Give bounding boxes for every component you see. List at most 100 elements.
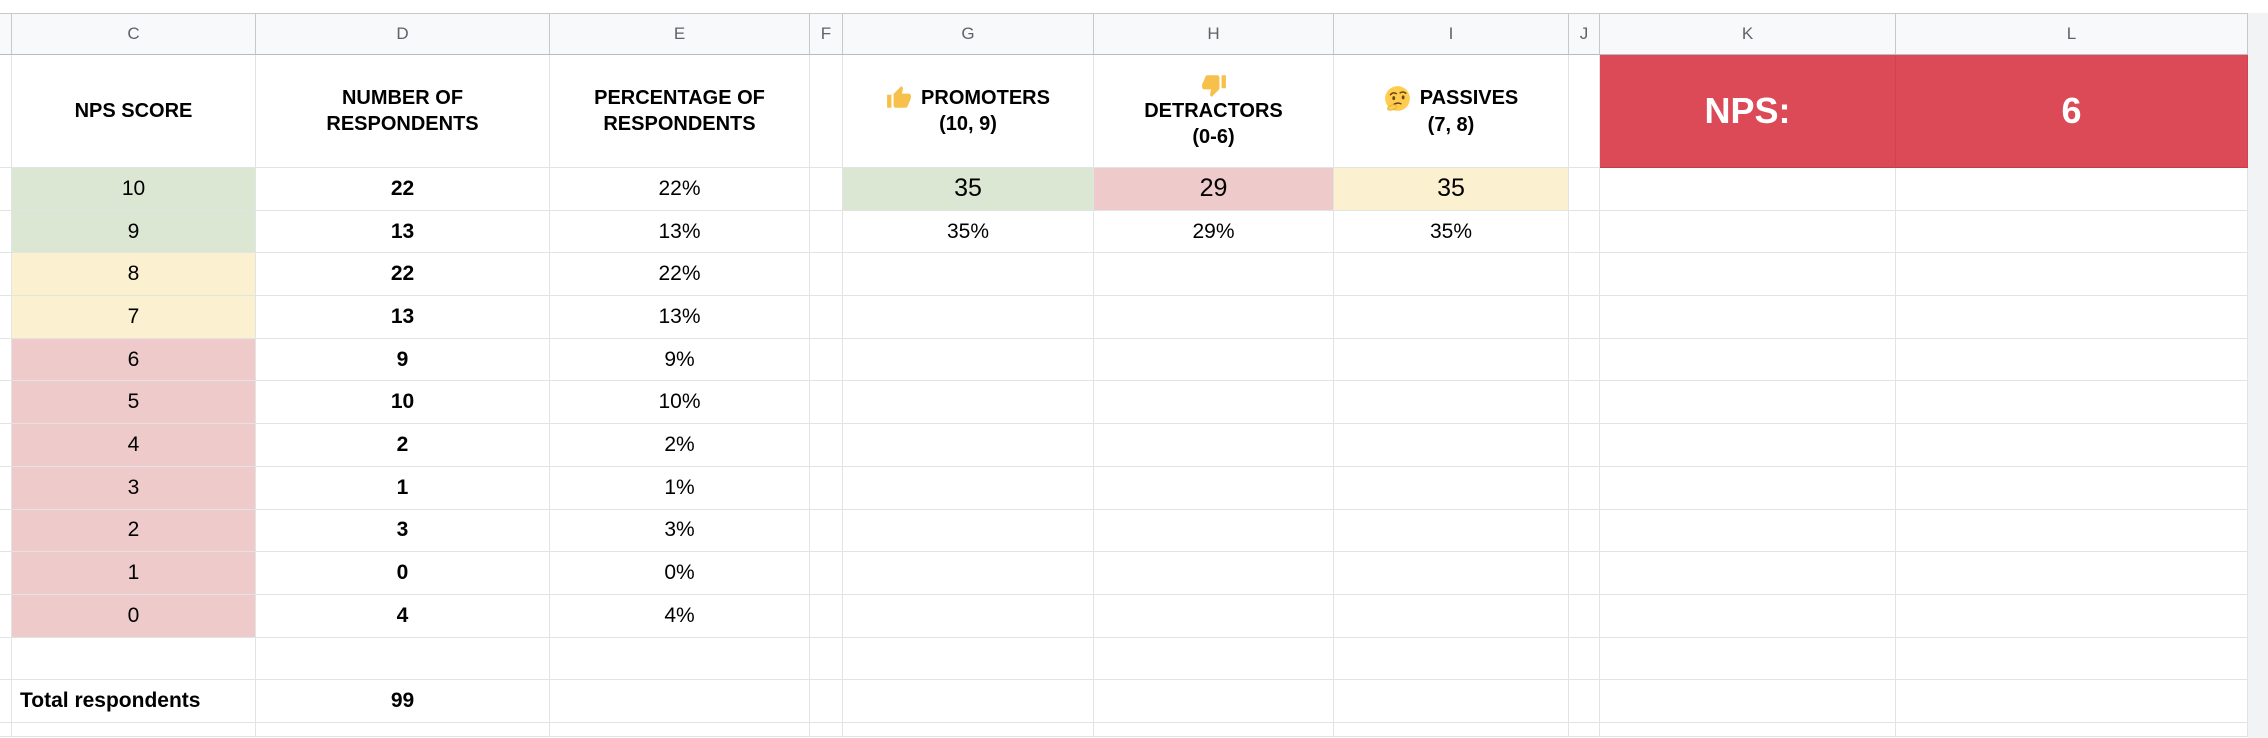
empty-cell[interactable] <box>810 338 843 382</box>
empty-cell[interactable] <box>843 594 1094 638</box>
score-cell[interactable]: 1 <box>12 552 256 595</box>
empty-cell[interactable] <box>810 509 843 553</box>
empty-cell[interactable] <box>12 637 256 681</box>
empty-cell[interactable] <box>1600 296 1896 339</box>
header-passives[interactable]: PASSIVES (7, 8) <box>1334 55 1569 168</box>
pct-cell[interactable]: 1% <box>550 466 810 510</box>
empty-cell[interactable] <box>810 381 843 425</box>
empty-cell[interactable] <box>1600 680 1896 723</box>
pct-cell[interactable]: 22% <box>550 168 810 211</box>
empty-cell[interactable] <box>1569 210 1600 254</box>
score-cell[interactable]: 6 <box>12 338 256 382</box>
promoters-count-cell[interactable]: 35 <box>843 168 1094 211</box>
empty-cell[interactable] <box>1600 168 1896 211</box>
empty-cell[interactable] <box>1896 296 2248 339</box>
empty-cell[interactable] <box>1896 424 2248 467</box>
empty-cell[interactable] <box>843 466 1094 510</box>
total-label-cell[interactable]: Total respondents <box>12 680 256 723</box>
empty-cell[interactable] <box>843 722 1094 737</box>
empty-cell[interactable] <box>1334 296 1569 339</box>
empty-cell[interactable] <box>1600 466 1896 510</box>
empty-cell[interactable] <box>1334 722 1569 737</box>
empty-cell[interactable] <box>810 168 843 211</box>
empty-cell[interactable] <box>1569 381 1600 425</box>
empty-cell[interactable] <box>1896 466 2248 510</box>
pct-cell[interactable]: 4% <box>550 594 810 638</box>
empty-cell[interactable] <box>0 637 12 681</box>
empty-cell[interactable] <box>1334 637 1569 681</box>
score-cell[interactable]: 3 <box>12 466 256 510</box>
pct-cell[interactable]: 3% <box>550 509 810 553</box>
empty-cell[interactable] <box>810 680 843 723</box>
empty-cell[interactable] <box>1094 722 1334 737</box>
empty-cell[interactable] <box>1334 552 1569 595</box>
score-cell[interactable]: 7 <box>12 296 256 339</box>
count-cell[interactable]: 1 <box>256 466 550 510</box>
empty-cell[interactable] <box>0 552 12 595</box>
empty-cell[interactable] <box>0 680 12 723</box>
empty-cell[interactable] <box>256 637 550 681</box>
empty-cell[interactable] <box>810 296 843 339</box>
empty-cell[interactable] <box>1600 594 1896 638</box>
empty-cell[interactable] <box>0 338 12 382</box>
empty-cell[interactable] <box>1569 338 1600 382</box>
pct-cell[interactable]: 10% <box>550 381 810 425</box>
empty-cell[interactable] <box>1569 168 1600 211</box>
empty-cell[interactable] <box>1569 722 1600 737</box>
empty-cell[interactable] <box>1334 253 1569 297</box>
pct-cell[interactable]: 13% <box>550 210 810 254</box>
empty-cell[interactable] <box>0 168 12 211</box>
empty-cell[interactable] <box>843 296 1094 339</box>
empty-cell[interactable] <box>843 680 1094 723</box>
column-header-E[interactable]: E <box>550 13 810 55</box>
count-cell[interactable]: 13 <box>256 210 550 254</box>
empty-cell[interactable] <box>810 637 843 681</box>
empty-cell[interactable] <box>1600 381 1896 425</box>
header-promoters[interactable]: PROMOTERS (10, 9) <box>843 55 1094 168</box>
empty-cell[interactable] <box>1094 594 1334 638</box>
empty-cell[interactable] <box>810 210 843 254</box>
empty-cell[interactable] <box>1094 637 1334 681</box>
nps-value-cell[interactable]: 6 <box>1896 55 2248 168</box>
empty-cell[interactable] <box>1896 381 2248 425</box>
count-cell[interactable]: 22 <box>256 168 550 211</box>
empty-cell[interactable] <box>1334 594 1569 638</box>
empty-cell[interactable] <box>1334 424 1569 467</box>
empty-cell[interactable] <box>810 466 843 510</box>
column-header-I[interactable]: I <box>1334 13 1569 55</box>
column-header-C[interactable]: C <box>12 13 256 55</box>
empty-cell[interactable] <box>1334 680 1569 723</box>
pct-cell[interactable]: 22% <box>550 253 810 297</box>
empty-cell[interactable] <box>0 594 12 638</box>
empty-cell[interactable] <box>0 253 12 297</box>
empty-cell[interactable] <box>1896 338 2248 382</box>
empty-cell[interactable] <box>1094 424 1334 467</box>
empty-cell[interactable] <box>1334 509 1569 553</box>
empty-cell[interactable] <box>1094 552 1334 595</box>
empty-cell[interactable] <box>1600 338 1896 382</box>
score-cell[interactable]: 2 <box>12 509 256 553</box>
empty-cell[interactable] <box>1896 594 2248 638</box>
empty-cell[interactable] <box>1094 296 1334 339</box>
pct-cell[interactable]: 2% <box>550 424 810 467</box>
empty-cell[interactable] <box>1094 509 1334 553</box>
count-cell[interactable]: 4 <box>256 594 550 638</box>
nps-label-cell[interactable]: NPS: <box>1600 55 1896 168</box>
empty-cell[interactable] <box>0 381 12 425</box>
empty-cell[interactable] <box>1600 637 1896 681</box>
empty-cell[interactable] <box>0 424 12 467</box>
empty-cell[interactable] <box>1896 680 2248 723</box>
empty-cell[interactable] <box>1600 509 1896 553</box>
count-cell[interactable]: 10 <box>256 381 550 425</box>
column-header-J[interactable]: J <box>1569 13 1600 55</box>
empty-cell[interactable] <box>843 424 1094 467</box>
empty-cell[interactable] <box>1896 552 2248 595</box>
empty-cell[interactable] <box>550 680 810 723</box>
empty-cell[interactable] <box>0 210 12 254</box>
count-cell[interactable]: 3 <box>256 509 550 553</box>
pct-cell[interactable]: 0% <box>550 552 810 595</box>
score-cell[interactable]: 0 <box>12 594 256 638</box>
empty-cell[interactable] <box>1600 210 1896 254</box>
column-header-L[interactable]: L <box>1896 13 2248 55</box>
empty-cell[interactable] <box>12 722 256 737</box>
